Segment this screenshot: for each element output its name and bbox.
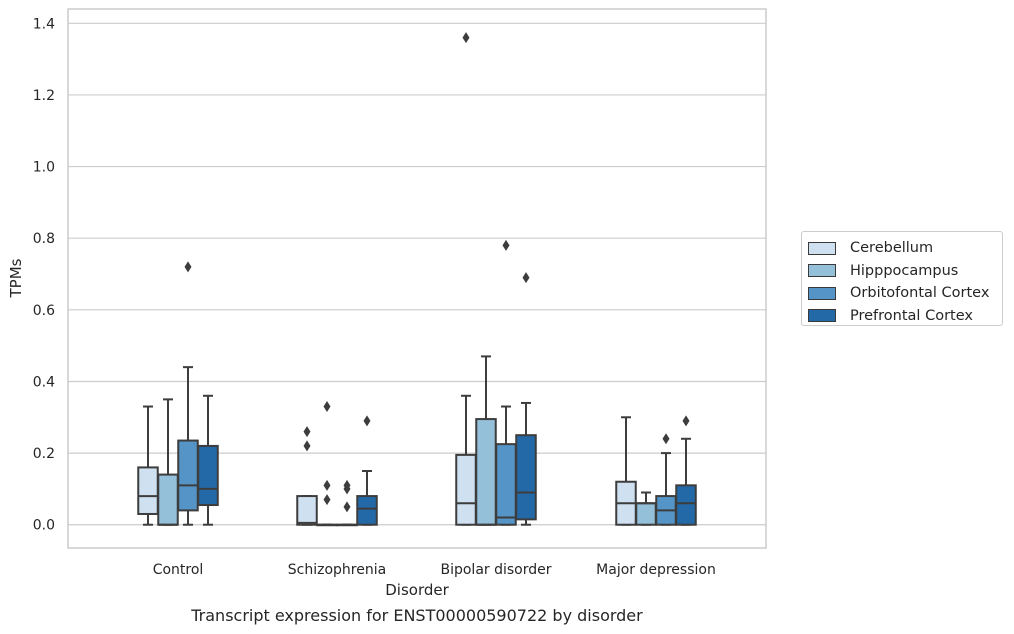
box-hipppocampus-major-depression <box>635 491 657 526</box>
legend-item-prefrontal-cortex: Prefrontal Cortex <box>808 305 1002 328</box>
legend-item-cerebellum: Cerebellum <box>808 237 1002 260</box>
y-tick-label: 0.2 <box>33 446 55 462</box>
box-iqr <box>137 466 159 515</box>
outlier-point <box>303 440 311 452</box>
box-iqr <box>197 444 219 507</box>
box-cerebellum-schizophrenia <box>296 426 318 526</box>
x-tick-label: Major depression <box>596 562 716 578</box>
box-cerebellum-control <box>137 405 159 526</box>
legend-label-orbitofrontal-cortex: Orbitofontal Cortex <box>850 285 990 302</box>
box-hipppocampus-schizophrenia <box>316 401 338 527</box>
box-iqr <box>177 439 199 512</box>
box-cerebellum-major-depression <box>615 416 637 526</box>
box-iqr <box>475 418 497 526</box>
box-iqr <box>635 502 657 526</box>
legend-swatch-prefrontal-cortex <box>808 309 836 323</box>
box-orbitofontal-cortex-control <box>177 261 199 526</box>
outlier-point <box>343 483 351 495</box>
legend-swatch-hippocampus <box>808 264 836 278</box>
box-iqr <box>455 453 477 526</box>
outlier-point <box>363 415 371 427</box>
legend-label-prefrontal-cortex: Prefrontal Cortex <box>850 307 973 324</box>
x-tick-label: Schizophrenia <box>288 562 386 578</box>
box-iqr <box>515 434 537 521</box>
box-iqr <box>356 495 378 526</box>
box-prefrontal-cortex-major-depression <box>675 415 697 526</box>
legend: Cerebellum Hipppocampus Orbitofontal Cor… <box>801 231 1003 326</box>
legend-item-hippocampus: Hipppocampus <box>808 260 1002 283</box>
x-tick-labels: Control Schizophrenia Bipolar disorder Majo… <box>153 562 716 578</box>
y-tick-labels: 0.0 0.2 0.4 0.6 0.8 1.0 1.2 1.4 <box>33 16 55 533</box>
y-tick-label: 1.2 <box>33 88 55 104</box>
legend-label-cerebellum: Cerebellum <box>850 240 934 257</box>
outlier-point <box>522 272 530 284</box>
legend-swatch-cerebellum <box>808 241 836 255</box>
box-cerebellum-bipolar-disorder <box>455 32 477 526</box>
outlier-point <box>184 261 192 273</box>
outlier-point <box>662 433 670 445</box>
y-axis-label: TPMs <box>7 258 25 298</box>
outlier-point <box>462 32 470 44</box>
y-tick-label: 1.4 <box>33 16 55 32</box>
box-iqr <box>157 473 179 526</box>
grid-lines <box>68 22 766 526</box>
y-tick-label: 0.8 <box>33 231 55 247</box>
x-tick-label: Bipolar disorder <box>440 562 551 578</box>
box-orbitofontal-cortex-schizophrenia <box>336 479 358 527</box>
outlier-point <box>682 415 690 427</box>
box-prefrontal-cortex-control <box>197 394 219 526</box>
outlier-point <box>323 479 331 491</box>
outlier-point <box>343 501 351 513</box>
legend-swatch-orbitofrontal-cortex <box>808 286 836 300</box>
chart-caption: Transcript expression for ENST0000059072… <box>191 606 643 625</box>
box-hipppocampus-control <box>157 398 179 526</box>
legend-item-orbitofrontal-cortex: Orbitofontal Cortex <box>808 282 1002 305</box>
box-iqr <box>495 443 517 526</box>
outlier-point <box>502 239 510 251</box>
y-tick-label: 0.4 <box>33 374 55 390</box>
box-prefrontal-cortex-bipolar-disorder <box>515 272 537 526</box>
y-tick-label: 0.0 <box>33 518 55 534</box>
x-axis-label: Disorder <box>385 581 449 599</box>
legend-label-hippocampus: Hipppocampus <box>850 262 959 279</box>
box-orbitofontal-cortex-bipolar-disorder <box>495 239 517 526</box>
boxes <box>137 32 697 527</box>
box-iqr <box>675 484 697 526</box>
x-tick-label: Control <box>153 562 204 578</box>
box-orbitofontal-cortex-major-depression <box>655 433 677 526</box>
outlier-point <box>323 494 331 506</box>
y-tick-label: 0.6 <box>33 303 55 319</box>
box-prefrontal-cortex-schizophrenia <box>356 415 378 526</box>
plot-frame <box>67 8 767 549</box>
y-tick-label: 1.0 <box>33 160 55 176</box>
outlier-point <box>323 401 331 413</box>
outlier-point <box>303 426 311 438</box>
box-iqr <box>296 495 318 526</box>
